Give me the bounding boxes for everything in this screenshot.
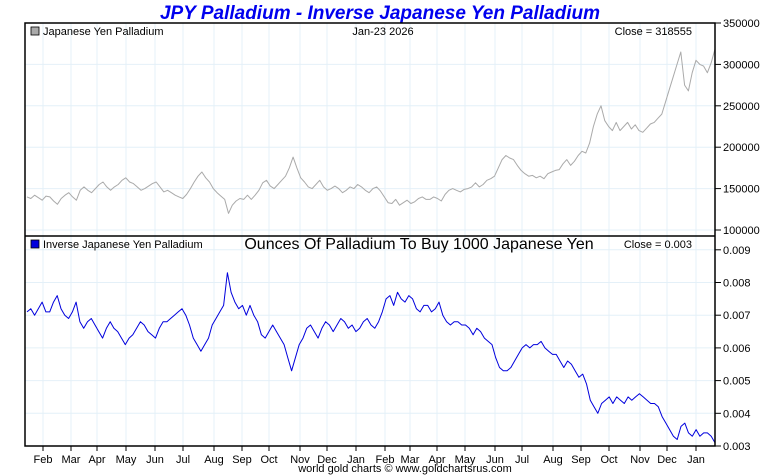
x-tick-label: Jan: [687, 454, 705, 466]
x-tick-label: Apr: [88, 454, 105, 466]
x-tick-label: Feb: [376, 454, 395, 466]
y-axis-top: 350000 300000 250000 200000 150000 100000: [715, 18, 760, 237]
x-tick-label: Aug: [543, 454, 563, 466]
credit: world gold charts © www.goldchartsrus.co…: [297, 463, 512, 475]
x-tick-label: Jul: [176, 454, 190, 466]
gridlines: [25, 23, 715, 446]
x-tick-label: Jun: [146, 454, 164, 466]
x-tick-label: Dec: [317, 454, 337, 466]
subtitle: Ounces Of Palladium To Buy 1000 Japanese…: [244, 236, 593, 253]
y-tick-label: 300000: [723, 59, 760, 71]
y-tick-label: 350000: [723, 18, 760, 30]
close-label-bottom: Close = 0.003: [624, 239, 692, 251]
y-tick-label: 0.003: [723, 441, 751, 453]
y-tick-label: 0.007: [723, 310, 751, 322]
date-label: Jan-23 2026: [352, 26, 413, 38]
x-tick-label: Nov: [630, 454, 650, 466]
y-tick-label: 100000: [723, 225, 760, 237]
close-label-top: Close = 318555: [615, 26, 692, 38]
x-tick-label: Aug: [204, 454, 224, 466]
y-tick-label: 0.006: [723, 343, 751, 355]
chart-title: JPY Palladium - Inverse Japanese Yen Pal…: [160, 3, 600, 24]
x-tick-label: Jan: [347, 454, 365, 466]
x-tick-label: Feb: [34, 454, 53, 466]
x-tick-label: Jul: [515, 454, 529, 466]
legend-label-jpy-palladium: Japanese Yen Palladium: [43, 26, 163, 38]
y-tick-label: 200000: [723, 142, 760, 154]
x-tick-label: Apr: [428, 454, 445, 466]
legend-swatch-jpy-palladium: [30, 26, 40, 36]
top-panel: Japanese Yen Palladium Jan-23 2026 Close…: [26, 18, 760, 237]
y-tick-label: 0.008: [723, 278, 751, 290]
legend-swatch-inverse: [30, 239, 40, 249]
x-tick-label: May: [116, 454, 137, 466]
bottom-panel: Inverse Japanese Yen Palladium Ounces Of…: [26, 236, 751, 453]
x-tick-label: Mar: [401, 454, 420, 466]
x-tick-label: Nov: [290, 454, 310, 466]
x-tick-label: Oct: [260, 454, 277, 466]
x-tick-label: Jun: [486, 454, 504, 466]
x-tick-label: Oct: [600, 454, 617, 466]
x-tick-label: Sep: [232, 454, 252, 466]
y-axis-bottom: 0.009 0.008 0.007 0.006 0.005 0.004 0.003: [715, 245, 751, 453]
y-tick-label: 150000: [723, 184, 760, 196]
y-tick-label: 0.009: [723, 245, 751, 257]
plot-frame: [24, 22, 716, 447]
x-axis: Feb Mar Apr May Jun Jul Aug Sep Oct Nov Dec Jan Feb M…: [34, 446, 705, 466]
series-line-inverse: [26, 272, 716, 443]
x-tick-label: Mar: [62, 454, 81, 466]
x-tick-label: Sep: [571, 454, 591, 466]
series-line-jpy-palladium: [26, 48, 716, 214]
x-tick-label: Dec: [657, 454, 677, 466]
y-tick-label: 0.004: [723, 408, 751, 420]
legend-label-inverse: Inverse Japanese Yen Palladium: [43, 239, 203, 251]
y-tick-label: 0.005: [723, 376, 751, 388]
y-tick-label: 250000: [723, 101, 760, 113]
x-tick-label: May: [455, 454, 476, 466]
